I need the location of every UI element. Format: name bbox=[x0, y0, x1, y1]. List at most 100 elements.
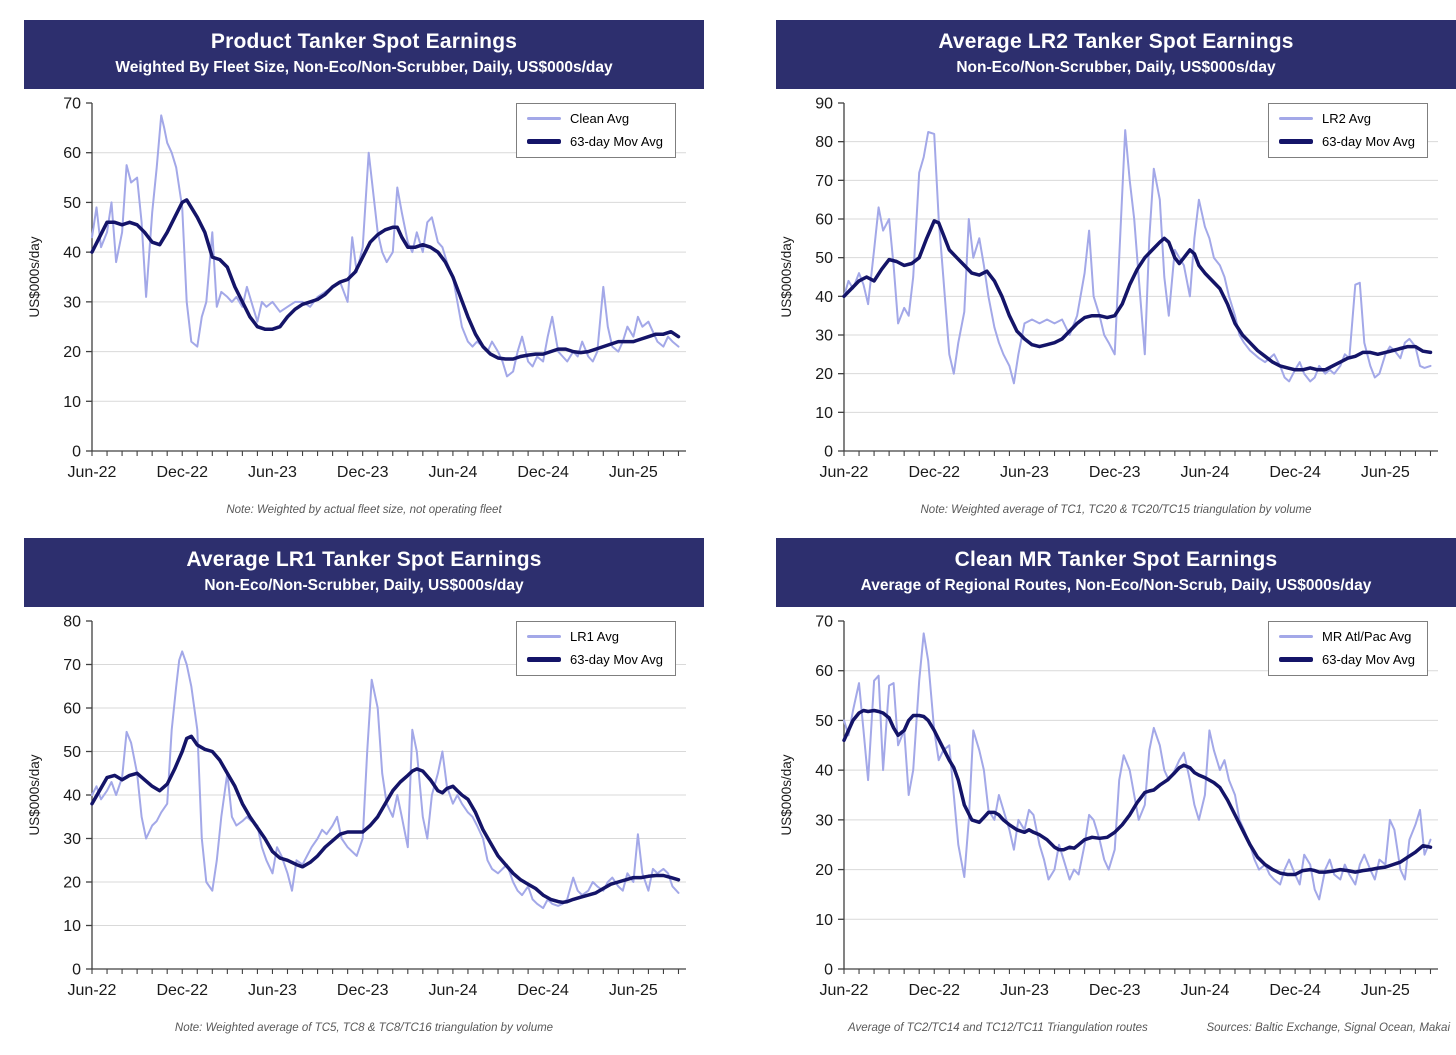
svg-text:Jun-25: Jun-25 bbox=[1361, 982, 1410, 999]
svg-text:Jun-25: Jun-25 bbox=[1361, 464, 1410, 481]
chart-header: Average LR1 Tanker Spot Earnings Non-Eco… bbox=[24, 538, 704, 607]
svg-text:70: 70 bbox=[815, 614, 833, 631]
series-line-swatch-dark bbox=[1279, 139, 1314, 144]
chart-legend: LR2 Avg 63-day Mov Avg bbox=[1268, 103, 1428, 158]
chart-panel-product-tanker: Product Tanker Spot Earnings Weighted By… bbox=[24, 20, 704, 516]
charts-grid: Product Tanker Spot Earnings Weighted By… bbox=[24, 20, 1456, 1034]
series-line-swatch-light bbox=[1279, 117, 1314, 120]
svg-text:20: 20 bbox=[63, 875, 81, 892]
chart-panel-lr2: Average LR2 Tanker Spot Earnings Non-Eco… bbox=[776, 20, 1456, 516]
chart-header: Average LR2 Tanker Spot Earnings Non-Eco… bbox=[776, 20, 1456, 89]
svg-text:Jun-24: Jun-24 bbox=[1180, 464, 1229, 481]
svg-text:50: 50 bbox=[63, 744, 81, 761]
svg-text:Dec-23: Dec-23 bbox=[1089, 464, 1141, 481]
legend-item: 63-day Mov Avg bbox=[1279, 652, 1415, 667]
svg-text:20: 20 bbox=[815, 366, 833, 383]
svg-text:Jun-23: Jun-23 bbox=[248, 982, 297, 999]
svg-text:Jun-23: Jun-23 bbox=[1000, 464, 1049, 481]
chart-title: Average LR2 Tanker Spot Earnings bbox=[938, 30, 1294, 53]
chart-footnote: Note: Weighted average of TC5, TC8 & TC8… bbox=[174, 1022, 554, 1034]
svg-text:10: 10 bbox=[815, 912, 833, 929]
svg-text:Jun-25: Jun-25 bbox=[609, 464, 658, 481]
chart-area: 0 10 20 30 40 50 60 70 80 90 Jun-22 Dec-22 Jun-23 Dec… bbox=[776, 93, 1456, 501]
svg-text:Dec-22: Dec-22 bbox=[156, 982, 208, 999]
series-line-swatch-dark bbox=[1279, 657, 1314, 662]
chart-footnote: Note: Weighted average of TC1, TC20 & TC… bbox=[920, 504, 1312, 516]
line-chart-lr2: 0 10 20 30 40 50 60 70 80 90 Jun-22 Dec-22 Jun-23 Dec… bbox=[779, 96, 1438, 481]
svg-text:Dec-22: Dec-22 bbox=[156, 464, 208, 481]
chart-footnote-row: Note: Weighted average of TC1, TC20 & TC… bbox=[776, 504, 1456, 516]
series-line-swatch-light bbox=[527, 117, 562, 120]
svg-text:Dec-24: Dec-24 bbox=[517, 464, 569, 481]
svg-text:60: 60 bbox=[815, 212, 833, 229]
svg-text:Jun-23: Jun-23 bbox=[1000, 982, 1049, 999]
legend-label: 63-day Mov Avg bbox=[570, 134, 663, 149]
chart-panel-lr1: Average LR1 Tanker Spot Earnings Non-Eco… bbox=[24, 538, 704, 1034]
svg-text:40: 40 bbox=[63, 245, 81, 262]
svg-text:Dec-24: Dec-24 bbox=[1269, 982, 1321, 999]
series-line-swatch-light bbox=[527, 635, 562, 638]
svg-text:80: 80 bbox=[63, 614, 81, 631]
svg-text:Dec-22: Dec-22 bbox=[908, 464, 960, 481]
chart-footnote-row: Note: Weighted by actual fleet size, not… bbox=[24, 504, 704, 516]
legend-item: 63-day Mov Avg bbox=[1279, 134, 1415, 149]
chart-subtitle: Average of Regional Routes, Non-Eco/Non-… bbox=[860, 577, 1372, 594]
chart-panel-mr: Clean MR Tanker Spot Earnings Average of… bbox=[776, 538, 1456, 1034]
chart-header: Clean MR Tanker Spot Earnings Average of… bbox=[776, 538, 1456, 607]
svg-text:US$000s/day: US$000s/day bbox=[27, 754, 42, 835]
line-chart-mr: 0 10 20 30 40 50 60 70 Jun-22 Dec-22 Jun-23 Dec-23 J… bbox=[779, 614, 1438, 999]
chart-subtitle: Non-Eco/Non-Scrubber, Daily, US$000s/day bbox=[956, 59, 1276, 76]
svg-text:Jun-25: Jun-25 bbox=[609, 982, 658, 999]
chart-title: Product Tanker Spot Earnings bbox=[210, 30, 518, 53]
svg-text:Dec-24: Dec-24 bbox=[1269, 464, 1321, 481]
svg-text:20: 20 bbox=[815, 862, 833, 879]
svg-text:US$000s/day: US$000s/day bbox=[779, 236, 794, 317]
svg-text:40: 40 bbox=[63, 788, 81, 805]
legend-label: LR1 Avg bbox=[570, 629, 619, 644]
svg-text:40: 40 bbox=[815, 289, 833, 306]
chart-footnote-row: Note: Weighted average of TC5, TC8 & TC8… bbox=[24, 1022, 704, 1034]
line-chart-lr1: 0 10 20 30 40 50 60 70 80 Jun-22 Dec-22 Jun-23 Dec-2… bbox=[27, 614, 686, 999]
series-line-swatch-dark bbox=[527, 657, 562, 662]
chart-area: 0 10 20 30 40 50 60 70 Jun-22 Dec-22 Jun-23 Dec-23 J… bbox=[776, 611, 1456, 1019]
legend-label: 63-day Mov Avg bbox=[1322, 652, 1415, 667]
svg-text:Dec-23: Dec-23 bbox=[337, 464, 389, 481]
svg-text:10: 10 bbox=[63, 394, 81, 411]
legend-item: LR2 Avg bbox=[1279, 111, 1415, 126]
svg-text:80: 80 bbox=[815, 134, 833, 151]
chart-area: 0 10 20 30 40 50 60 70 Jun-22 Dec-22 Jun-23 Dec-23 J… bbox=[24, 93, 704, 501]
series-line-swatch-dark bbox=[527, 139, 562, 144]
svg-text:10: 10 bbox=[815, 405, 833, 422]
chart-sources: Sources: Baltic Exchange, Signal Ocean, … bbox=[1206, 1022, 1450, 1034]
svg-text:30: 30 bbox=[63, 831, 81, 848]
svg-text:0: 0 bbox=[824, 962, 833, 979]
svg-text:Dec-22: Dec-22 bbox=[908, 982, 960, 999]
svg-text:50: 50 bbox=[815, 250, 833, 267]
svg-text:40: 40 bbox=[815, 763, 833, 780]
legend-label: LR2 Avg bbox=[1322, 111, 1371, 126]
legend-item: Clean Avg bbox=[527, 111, 663, 126]
svg-text:60: 60 bbox=[63, 145, 81, 162]
chart-footnote: Average of TC2/TC14 and TC12/TC11 Triang… bbox=[848, 1022, 1148, 1034]
chart-header: Product Tanker Spot Earnings Weighted By… bbox=[24, 20, 704, 89]
svg-text:Jun-22: Jun-22 bbox=[68, 982, 117, 999]
svg-text:60: 60 bbox=[63, 701, 81, 718]
chart-legend: MR Atl/Pac Avg 63-day Mov Avg bbox=[1268, 621, 1428, 676]
svg-text:Jun-23: Jun-23 bbox=[248, 464, 297, 481]
svg-text:70: 70 bbox=[63, 96, 81, 113]
svg-text:Dec-23: Dec-23 bbox=[1089, 982, 1141, 999]
legend-item: LR1 Avg bbox=[527, 629, 663, 644]
chart-subtitle: Weighted By Fleet Size, Non-Eco/Non-Scru… bbox=[115, 59, 613, 76]
svg-text:50: 50 bbox=[815, 713, 833, 730]
chart-legend: Clean Avg 63-day Mov Avg bbox=[516, 103, 676, 158]
legend-label: 63-day Mov Avg bbox=[1322, 134, 1415, 149]
svg-text:70: 70 bbox=[815, 173, 833, 190]
svg-text:Jun-22: Jun-22 bbox=[820, 982, 869, 999]
svg-text:10: 10 bbox=[63, 918, 81, 935]
svg-text:Jun-24: Jun-24 bbox=[1180, 982, 1229, 999]
svg-text:Jun-22: Jun-22 bbox=[68, 464, 117, 481]
svg-text:60: 60 bbox=[815, 663, 833, 680]
legend-label: Clean Avg bbox=[570, 111, 630, 126]
svg-text:20: 20 bbox=[63, 344, 81, 361]
